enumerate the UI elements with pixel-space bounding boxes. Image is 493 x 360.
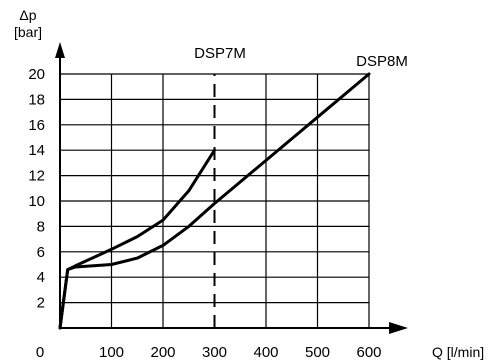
y-tick-label-10: 10 (28, 193, 45, 210)
series-line-dsp7m (58, 148, 216, 330)
series-label-dsp7m: DSP7M (194, 45, 246, 62)
series-label-dsp8m: DSP8M (356, 53, 408, 70)
series-line-dsp8m (58, 72, 371, 330)
y-tick-label-2: 2 (37, 295, 45, 312)
x-tick-label-600: 600 (356, 344, 381, 360)
x-tick-label-500: 500 (305, 344, 330, 360)
series-lines (58, 72, 371, 330)
y-tick-label-8: 8 (37, 218, 45, 235)
x-axis-arrow (389, 322, 408, 334)
x-tick-label-100: 100 (99, 344, 124, 360)
y-tick-label-18: 18 (28, 91, 45, 108)
y-tick-labels: 2 4 6 8 10 12 14 16 18 20 (28, 66, 45, 312)
x-tick-labels: 0 100 200 300 400 500 600 (36, 344, 382, 360)
axes (55, 42, 408, 334)
y-axis-arrow (55, 42, 65, 58)
y-tick-label-6: 6 (37, 244, 45, 261)
y-axis-unit: [bar] (14, 24, 42, 40)
y-tick-label-12: 12 (28, 168, 45, 185)
y-axis-symbol: Δp (19, 7, 36, 23)
x-tick-label-200: 200 (150, 344, 175, 360)
y-tick-label-4: 4 (37, 269, 45, 286)
x-tick-label-0: 0 (36, 344, 44, 360)
y-tick-label-16: 16 (28, 117, 45, 134)
y-tick-label-20: 20 (28, 66, 45, 83)
y-tick-label-14: 14 (28, 142, 45, 159)
x-tick-label-400: 400 (253, 344, 278, 360)
x-axis-label: Q [l/min] (432, 344, 484, 360)
x-tick-label-300: 300 (202, 344, 227, 360)
